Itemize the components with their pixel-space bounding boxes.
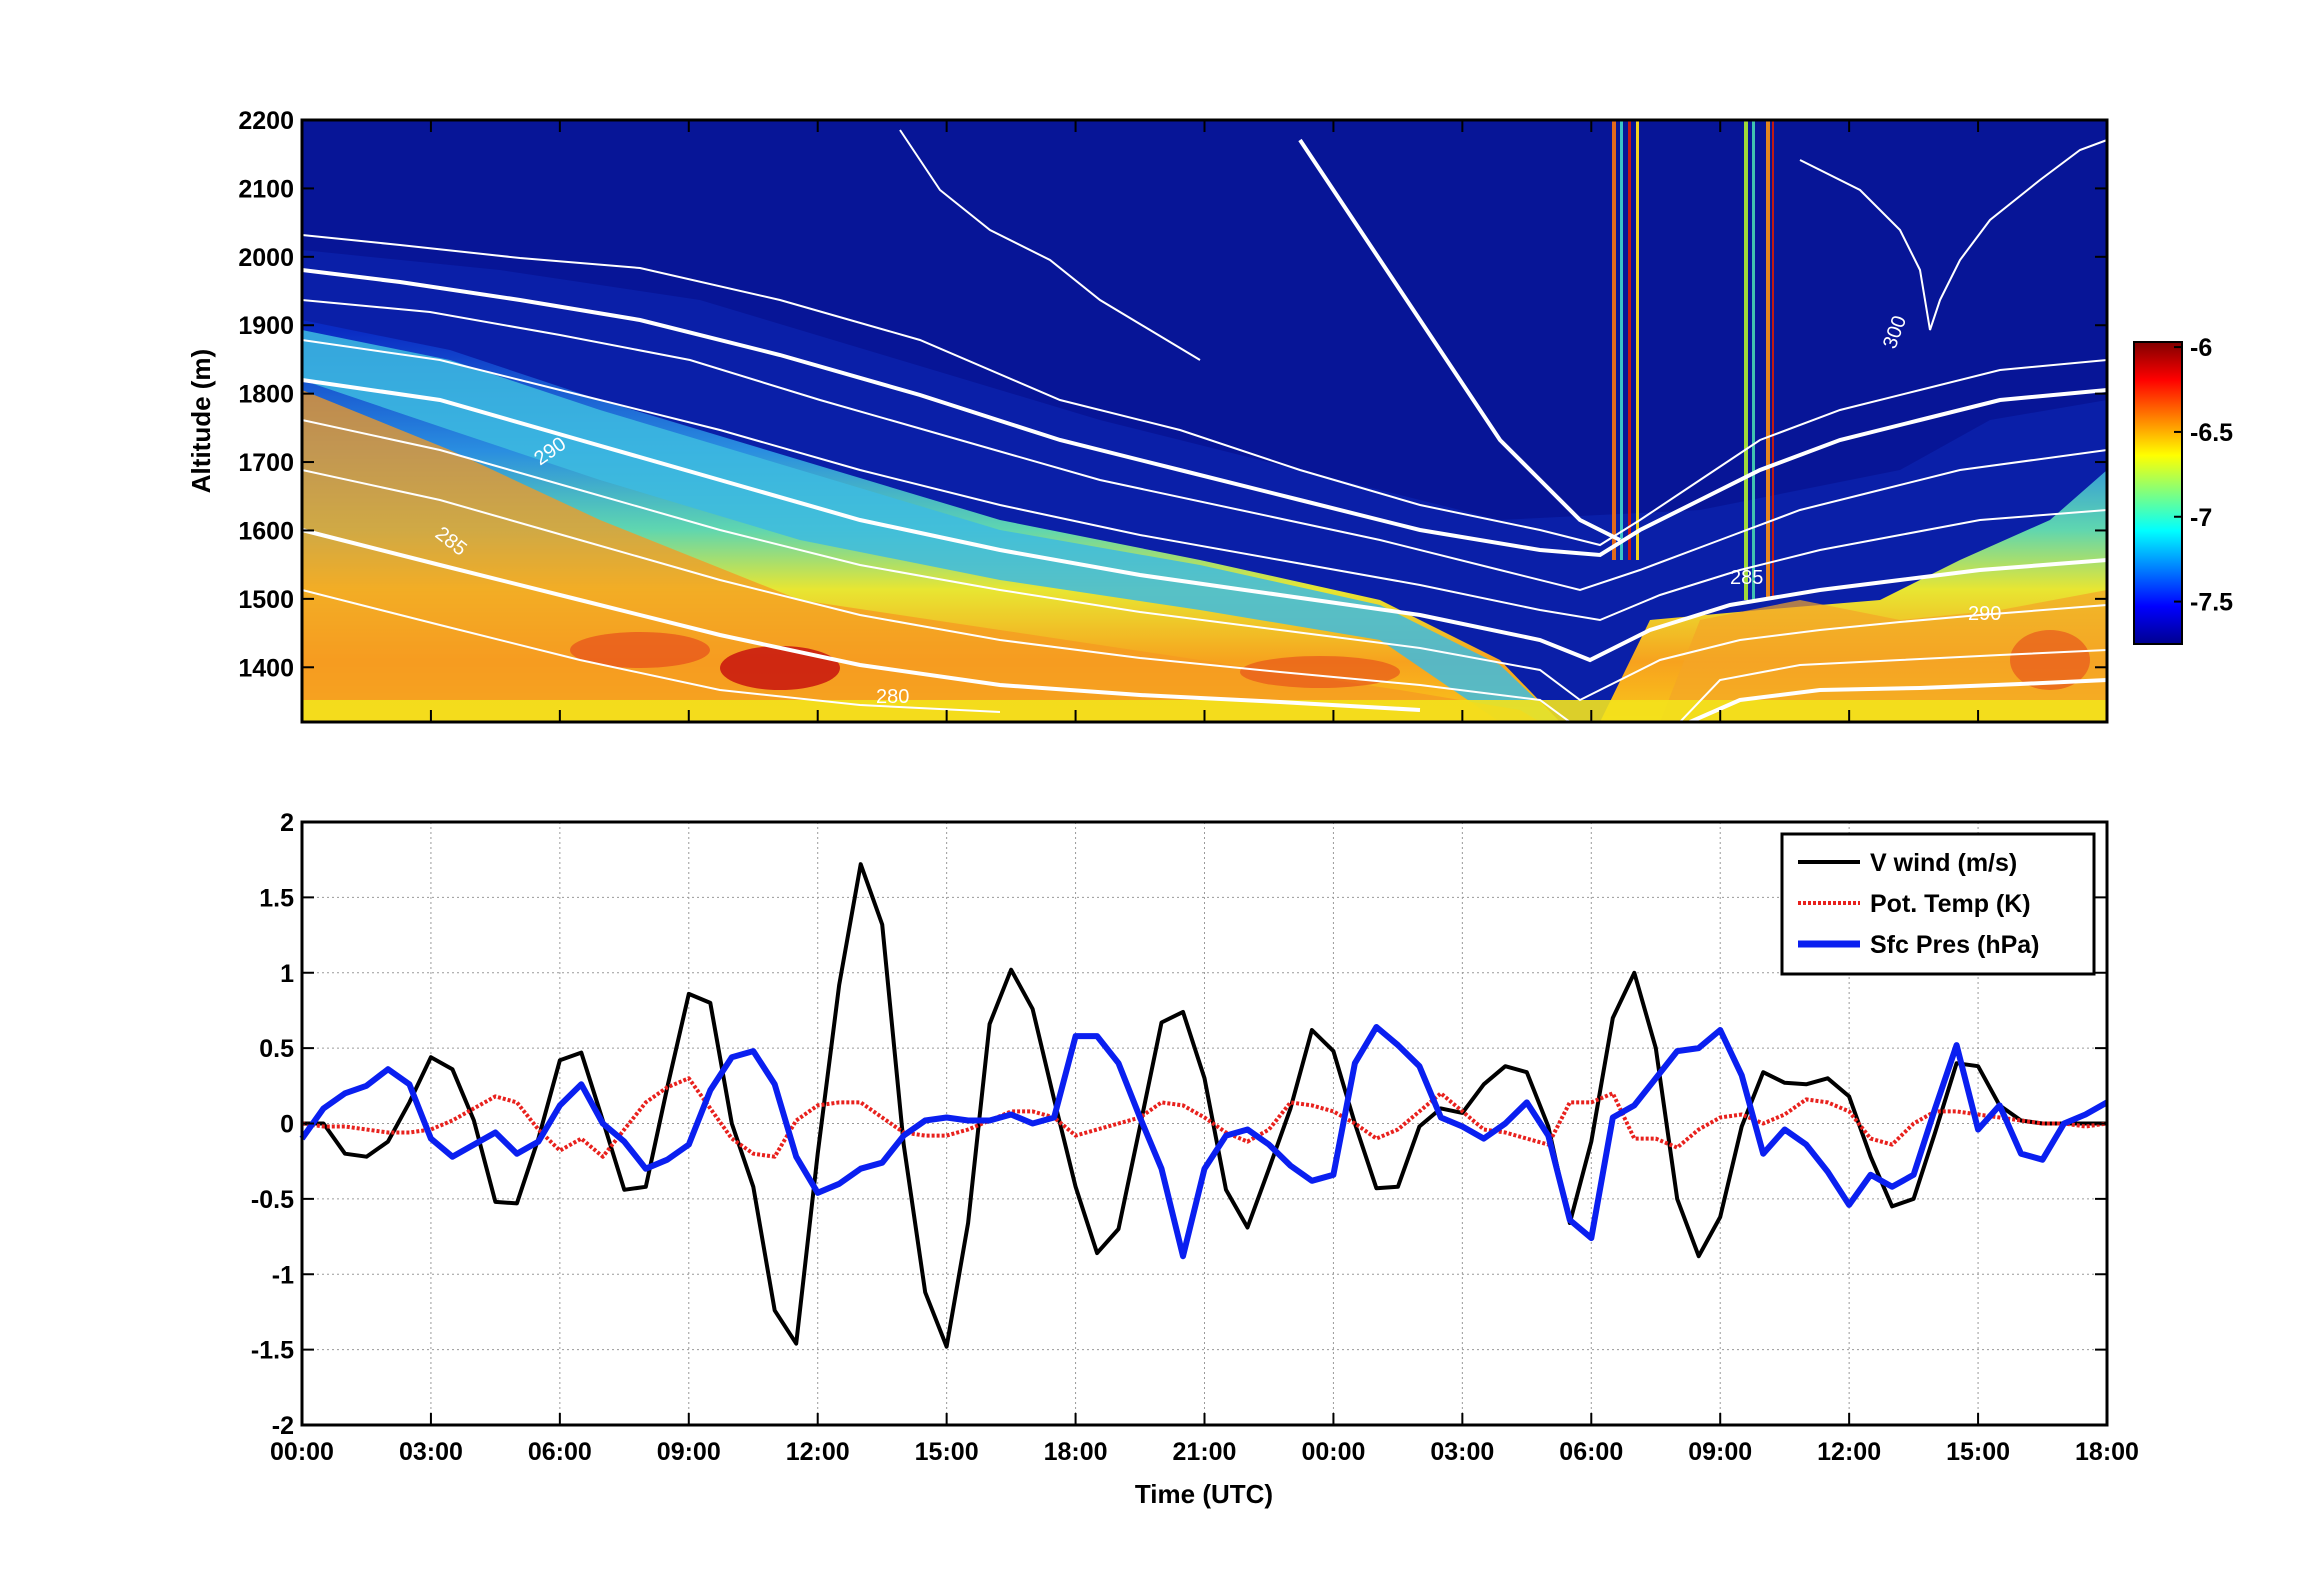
x-tick-label: 06:00: [528, 1438, 592, 1466]
colorbar-gradient: [2133, 341, 2183, 645]
colorbar-tick-label: -6: [2190, 334, 2212, 362]
heatmap-red-hotspot: [2010, 630, 2090, 690]
y-tick-label: 2000: [238, 244, 294, 272]
legend-label: Sfc Pres (hPa): [1870, 931, 2040, 959]
y-tick-label: 1600: [238, 517, 294, 545]
x-tick-label: 18:00: [2075, 1438, 2139, 1466]
y-tick-label: -2: [272, 1412, 294, 1440]
colorbar-ticks: -6 -6.5 -7 -7.5: [2174, 334, 2233, 617]
contour-label: 285: [1730, 567, 1763, 589]
y-tick-label: -1.5: [251, 1337, 294, 1365]
colorbar-tick-label: -7: [2190, 504, 2212, 532]
legend-item: Pot. Temp (K): [1798, 890, 2031, 918]
heatmap-stripes: [1612, 120, 1774, 600]
x-tick-label: 03:00: [399, 1438, 463, 1466]
y-tick-label: 2: [280, 809, 294, 837]
legend: V wind (m/s) Pot. Temp (K) Sfc Pres (hPa…: [1780, 832, 2096, 976]
x-tick-label: 15:00: [1946, 1438, 2010, 1466]
y-tick-label: 1400: [238, 654, 294, 682]
legend-item: Sfc Pres (hPa): [1798, 931, 2040, 959]
heatmap-darkblue-region: [302, 120, 2107, 520]
timeseries-y-ticks: -2 -1.5 -1 -0.5 0 0.5 1 1.5 2: [251, 809, 2107, 1440]
contour-label: 280: [876, 686, 909, 708]
x-tick-label: 12:00: [786, 1438, 850, 1466]
heatmap-orange-band-right: [1660, 590, 2107, 722]
heatmap-x-ticks: [301, 120, 2108, 722]
y-tick-label: 1.5: [259, 884, 294, 912]
legend-item: V wind (m/s): [1798, 849, 2017, 877]
y-tick-label: 1900: [238, 312, 294, 340]
x-tick-label: 09:00: [1688, 1438, 1752, 1466]
contour-lines: [302, 129, 2107, 722]
colorbar-tick-label: -7.5: [2190, 589, 2233, 617]
legend-label: V wind (m/s): [1870, 849, 2017, 877]
y-tick-label: 1: [280, 960, 294, 988]
series-lines: [299, 862, 2109, 1349]
x-tick-label: 09:00: [657, 1438, 721, 1466]
altitude-heatmap-panel: 290 285 280 300 285 290 1400150016001700…: [186, 107, 2109, 724]
y-tick-label: 1500: [238, 586, 294, 614]
contour-label: 290: [1968, 603, 2001, 625]
y-tick-label: 2100: [238, 175, 294, 203]
x-tick-label: 12:00: [1817, 1438, 1881, 1466]
timeseries-x-ticks: 00:00 03:00 06:00 09:00 12:00 15:00 18:00 21:00…: [270, 1413, 2139, 1466]
x-tick-label: 06:00: [1559, 1438, 1623, 1466]
y-tick-label: -1: [272, 1261, 294, 1289]
y-tick-label: 2200: [238, 107, 294, 135]
y-tick-label: 0.5: [259, 1035, 294, 1063]
colorbar: -6 -6.5 -7 -7.5: [2133, 334, 2233, 645]
heatmap-red-hotspot: [720, 646, 840, 690]
x-tick-label: 21:00: [1173, 1438, 1237, 1466]
heatmap-y-axis-label: Altitude (m): [186, 349, 216, 493]
timeseries-panel: -2 -1.5 -1 -0.5 0 0.5 1 1.5 2 00:00 03:00 06:00 09:…: [251, 809, 2139, 1509]
x-tick-label: 00:00: [270, 1438, 334, 1466]
y-tick-label: -0.5: [251, 1186, 294, 1214]
timeseries-x-axis-label: Time (UTC): [1135, 1479, 1273, 1509]
x-tick-label: 00:00: [1301, 1438, 1365, 1466]
y-tick-label: 1800: [238, 381, 294, 409]
x-tick-label: 03:00: [1430, 1438, 1494, 1466]
series-sfc-pres-line: [299, 1024, 2109, 1260]
colorbar-tick-label: -6.5: [2190, 419, 2233, 447]
heatmap-red-hotspot: [570, 632, 710, 668]
y-tick-label: 0: [280, 1111, 294, 1139]
heatmap-cyan-band: [302, 330, 1560, 722]
y-tick-label: 1700: [238, 449, 294, 477]
series-pot-temp-line: [301, 1076, 2108, 1159]
x-tick-label: 18:00: [1044, 1438, 1108, 1466]
x-tick-label: 15:00: [915, 1438, 979, 1466]
heatmap-red-hotspot: [1240, 656, 1400, 688]
heatmap-y-ticks: 1400 1500 1600 1700 1800 1900 2000 2100 2200: [238, 107, 2107, 682]
legend-label: Pot. Temp (K): [1870, 890, 2031, 918]
